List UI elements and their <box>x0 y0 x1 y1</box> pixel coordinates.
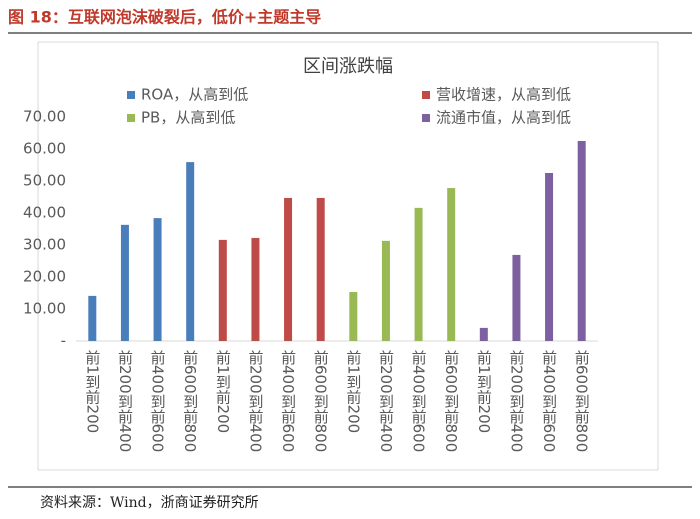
bar <box>381 240 390 341</box>
chart-frame <box>37 41 659 471</box>
y-tick-label: 60.00 <box>23 140 66 158</box>
x-tick-label: 前400到前600 <box>540 350 558 452</box>
figure-title: 图 18：互联网泡沫破裂后，低价+主题主导 <box>8 8 321 27</box>
legend-swatch <box>422 114 430 122</box>
bar <box>218 239 227 341</box>
legend-swatch <box>127 114 135 122</box>
y-tick-label: 20.00 <box>23 268 66 286</box>
x-tick-label: 前200到前400 <box>377 350 395 452</box>
chart-title: 区间涨跌幅 <box>303 56 393 77</box>
bar <box>349 292 358 341</box>
bar <box>153 218 162 341</box>
x-tick-label: 前1到前200 <box>344 350 362 433</box>
bar <box>120 224 129 341</box>
legend-label: PB，从高到低 <box>141 109 235 127</box>
x-tick-label: 前200到前400 <box>116 350 134 452</box>
legend-label: 营收增速，从高到低 <box>436 86 571 104</box>
source: 资料来源：Wind，浙商证券研究所 <box>40 495 259 511</box>
y-tick-label: 10.00 <box>23 300 66 318</box>
bar <box>88 295 97 341</box>
bar <box>512 254 521 341</box>
y-tick-label: 70.00 <box>23 108 66 126</box>
legend-swatch <box>422 91 430 99</box>
bar <box>577 141 586 341</box>
x-tick-label: 前600到前800 <box>573 350 591 452</box>
x-tick-label: 前600到前800 <box>181 350 199 452</box>
y-tick-label: 40.00 <box>23 204 66 222</box>
bar <box>545 173 554 341</box>
x-tick-label: 前400到前600 <box>149 350 167 452</box>
x-tick-label: 前1到前200 <box>214 350 232 433</box>
legend-swatch <box>127 91 135 99</box>
x-tick-label: 前600到前800 <box>442 350 460 452</box>
x-tick-label: 前400到前600 <box>410 350 428 452</box>
bar <box>284 197 293 341</box>
y-tick-label: 30.00 <box>23 236 66 254</box>
bar <box>479 327 488 341</box>
legend-label: 流通市值，从高到低 <box>436 109 571 127</box>
x-tick-label: 前200到前400 <box>246 350 264 452</box>
bar <box>414 207 423 341</box>
legend-label: ROA，从高到低 <box>141 86 248 104</box>
bar <box>316 197 325 341</box>
x-tick-label: 前600到前800 <box>312 350 330 452</box>
x-tick-label: 前1到前200 <box>475 350 493 433</box>
bar <box>251 237 260 341</box>
x-tick-label: 前200到前400 <box>507 350 525 452</box>
bar <box>186 162 195 341</box>
y-tick-label: - <box>61 332 66 350</box>
bar <box>447 188 456 341</box>
y-tick-label: 50.00 <box>23 172 66 190</box>
x-tick-label: 前400到前600 <box>279 350 297 452</box>
x-tick-label: 前1到前200 <box>83 350 101 433</box>
